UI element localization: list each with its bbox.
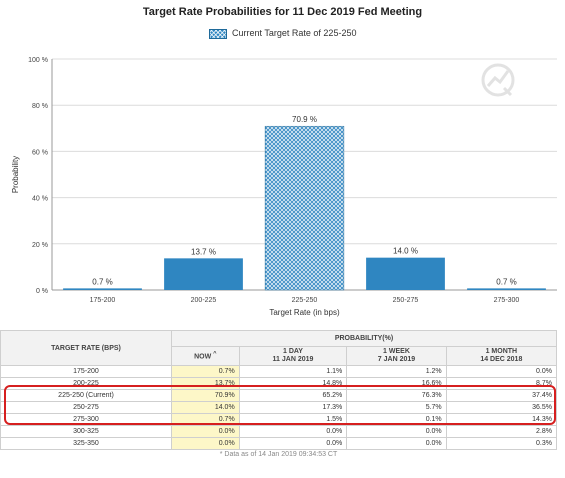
x-tick-label: 200-225 bbox=[191, 297, 217, 304]
bar-200-225[interactable] bbox=[164, 258, 243, 290]
probability-cell: 14.3% bbox=[445, 413, 558, 426]
data-label: 70.9 % bbox=[292, 115, 317, 124]
x-tick-label: 225-250 bbox=[292, 297, 318, 304]
probability-cell: 0.7% bbox=[171, 413, 240, 426]
x-tick-label: 175-200 bbox=[90, 297, 116, 304]
legend-swatch bbox=[208, 28, 227, 39]
probability-cell: 0.0% bbox=[346, 437, 447, 450]
table-row: 175-200 0.7% 1.1% 1.2% 0.0% bbox=[0, 365, 558, 378]
table-row: 325-350 0.0% 0.0% 0.0% 0.3% bbox=[0, 437, 558, 450]
col-head-now[interactable]: NOW ^ bbox=[171, 346, 240, 366]
probability-cell: 70.9% bbox=[171, 389, 240, 402]
rate-cell: 225-250 (Current) bbox=[0, 389, 172, 402]
probability-cell: 14.0% bbox=[171, 401, 240, 414]
chart-title: Target Rate Probabilities for 11 Dec 201… bbox=[142, 6, 423, 18]
probability-cell: 13.7% bbox=[171, 377, 240, 390]
data-label: 0.7 % bbox=[496, 277, 516, 286]
rate-cell: 325-350 bbox=[0, 437, 172, 450]
x-axis-title: Target Rate (in bps) bbox=[269, 308, 340, 317]
table-row: 300-325 0.0% 0.0% 0.0% 2.8% bbox=[0, 425, 558, 438]
bar-225-250[interactable] bbox=[264, 125, 345, 291]
data-label: 13.7 % bbox=[191, 247, 216, 256]
probability-cell: 0.7% bbox=[171, 365, 240, 378]
probability-cell: 0.0% bbox=[238, 425, 348, 438]
probability-cell: 0.1% bbox=[346, 413, 447, 426]
chart-area: Target Rate Probabilities for 11 Dec 201… bbox=[0, 6, 565, 317]
y-tick-label: 0 % bbox=[36, 288, 48, 295]
probability-cell: 36.5% bbox=[445, 401, 558, 414]
probability-cell: 8.7% bbox=[445, 377, 558, 390]
table-row: 225-250 (Current) 70.9% 65.2% 76.3% 37.4% bbox=[0, 389, 558, 402]
table-row: 200-225 13.7% 14.8% 16.6% 8.7% bbox=[0, 377, 558, 390]
bar-chart: 0 % 20 % 40 % 60 % 80 % 100 % 0.7 % 175-200 13.… bbox=[11, 57, 557, 317]
y-tick-label: 40 % bbox=[32, 196, 48, 203]
col-head-1-week[interactable]: 1 WEEK 7 JAN 2019 bbox=[346, 346, 447, 366]
probability-cell: 0.0% bbox=[445, 365, 558, 378]
probability-cell: 0.0% bbox=[238, 437, 348, 450]
probability-cell: 0.0% bbox=[171, 425, 240, 438]
col-head-1-month[interactable]: 1 MONTH 14 DEC 2018 bbox=[445, 346, 558, 366]
probability-header: PROBABILITY(%) bbox=[171, 330, 557, 347]
probability-cell: 0.0% bbox=[171, 437, 240, 450]
probability-table-section: TARGET RATE (BPS) PROBABILITY(%) NOW ^ 1… bbox=[0, 330, 565, 458]
probability-cell: 2.8% bbox=[445, 425, 558, 438]
bar-175-200[interactable] bbox=[63, 288, 142, 290]
table-row: 250-275 14.0% 17.3% 5.7% 36.5% bbox=[0, 401, 558, 414]
target-rate-header: TARGET RATE (BPS) bbox=[0, 330, 172, 366]
bar-275-300[interactable] bbox=[467, 288, 546, 290]
probability-cell: 1.5% bbox=[238, 413, 348, 426]
rate-cell: 250-275 bbox=[0, 401, 172, 414]
bar-250-275[interactable] bbox=[366, 257, 445, 290]
probability-cell: 16.6% bbox=[346, 377, 447, 390]
watermark-logo-icon bbox=[480, 62, 516, 98]
legend-label: Current Target Rate of 225-250 bbox=[232, 28, 357, 38]
probability-cell: 0.3% bbox=[445, 437, 558, 450]
probability-cell: 1.2% bbox=[346, 365, 447, 378]
y-tick-label: 80 % bbox=[32, 103, 48, 110]
table-row: 275-300 0.7% 1.5% 0.1% 14.3% bbox=[0, 413, 558, 426]
y-tick-label: 20 % bbox=[32, 242, 48, 249]
rate-cell: 300-325 bbox=[0, 425, 172, 438]
rate-cell: 275-300 bbox=[0, 413, 172, 426]
rate-cell: 200-225 bbox=[0, 377, 172, 390]
x-tick-label: 250-275 bbox=[393, 297, 419, 304]
y-tick-label: 60 % bbox=[32, 149, 48, 156]
rate-cell: 175-200 bbox=[0, 365, 172, 378]
data-timestamp-footnote: * Data as of 14 Jan 2019 09:34:53 CT bbox=[219, 451, 338, 458]
probability-cell: 1.1% bbox=[238, 365, 348, 378]
col-head-1-day[interactable]: 1 DAY 11 JAN 2019 bbox=[238, 346, 348, 366]
probability-cell: 5.7% bbox=[346, 401, 447, 414]
y-tick-label: 100 % bbox=[28, 57, 48, 64]
y-axis-title: Probability bbox=[11, 156, 20, 193]
chart-legend[interactable]: Current Target Rate of 225-250 bbox=[0, 28, 565, 39]
probability-cell: 65.2% bbox=[238, 389, 348, 402]
probability-cell: 17.3% bbox=[238, 401, 348, 414]
x-tick-label: 275-300 bbox=[494, 297, 520, 304]
probability-cell: 76.3% bbox=[346, 389, 447, 402]
probability-cell: 37.4% bbox=[445, 389, 558, 402]
probability-cell: 14.8% bbox=[238, 377, 348, 390]
data-label: 14.0 % bbox=[393, 247, 418, 256]
probability-cell: 0.0% bbox=[346, 425, 447, 438]
data-label: 0.7 % bbox=[92, 277, 112, 286]
probability-table: TARGET RATE (BPS) PROBABILITY(%) NOW ^ 1… bbox=[0, 330, 558, 450]
